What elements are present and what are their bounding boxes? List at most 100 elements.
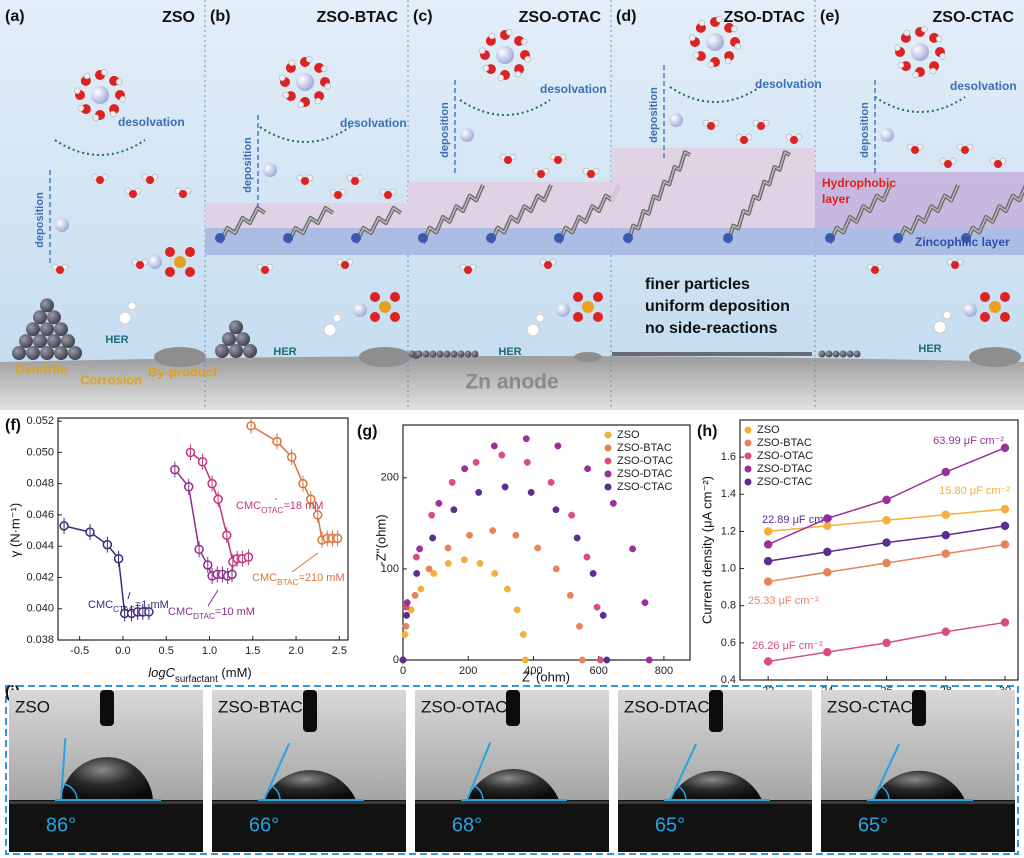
panel-title: ZSO [162,9,195,26]
data-point [554,442,562,450]
data-point [763,540,773,549]
data-point [444,559,452,567]
data-point [823,647,832,657]
text-sub: OTAC [261,506,283,515]
droplet [467,768,559,800]
desolvation-arrow [54,139,146,156]
needle [709,690,723,732]
y-axis-label: γ (N·m⁻¹) [7,503,22,558]
h2-bubble [526,323,540,337]
surfactant-chain-hl [897,184,959,244]
water-oxygen [740,136,748,144]
zn-ion [460,128,474,142]
water-hydrogen [698,19,706,27]
water-oxygen [464,266,472,274]
data-point [1000,504,1010,514]
water-hydrogen [935,35,943,43]
legend-label: ZSO-DTAC [617,468,672,480]
text-part: (mM) [218,665,252,680]
x-tick-label: 0 [400,665,406,677]
data-point [941,510,951,519]
substrate [821,800,1015,852]
zn-deposit [818,350,826,358]
y-tick-label: 0.4 [721,674,736,686]
data-point [472,458,480,466]
x-tick-label: 2.0 [288,645,303,657]
zn-deposit [33,334,47,349]
legend-label: ZSO-BTAC [617,442,672,454]
plot-frame [57,417,349,641]
substrate-edge [212,801,406,804]
data-point [584,465,592,473]
deposition-label: deposition [439,102,451,158]
data-point [578,656,586,664]
water-oxygen [911,146,919,154]
her-label: HER [105,334,128,346]
water-hydrogen [297,101,305,108]
data-point [1000,540,1010,549]
desolvation-arrow [259,126,351,143]
text-sub: surfactant [175,674,218,685]
surfactant-chain-hl [965,187,1024,244]
data-point [593,603,601,611]
data-point [512,531,520,539]
deposition-label: deposition [648,87,660,143]
data-point [1000,521,1010,531]
y-tick-label: 1.4 [721,488,736,500]
droplet [264,770,356,800]
water-hydrogen [894,44,901,52]
water-hydrogen [83,72,91,80]
h2-bubble [127,301,137,311]
surfactant-head [418,233,428,243]
x-axis-label: Z' (ohm) [522,669,570,684]
data-point [552,506,560,514]
water-hydrogen [692,51,700,59]
desolvation-label: desolvation [755,77,822,91]
panel-note: no side-reactions [645,320,778,337]
plot-frame [402,424,691,661]
surfactant-chain-hl [627,151,691,244]
panel-label: (a) [5,8,25,25]
h2-bubble [535,313,545,323]
zn-deposit [832,350,840,358]
legend-label: ZSO-DTAC [757,463,812,475]
data-point [941,530,951,540]
tangent [872,743,901,801]
panel-label: (e) [820,8,840,25]
sample-label: ZSO-BTAC [218,697,303,716]
substrate [618,800,812,852]
panel-label: (h) [697,423,717,440]
water-hydrogen [730,25,738,33]
zn-ion [353,303,367,317]
her-label: HER [918,343,941,355]
panel-title: ZSO-BTAC [317,9,399,26]
panel-title: ZSO-OTAC [519,9,602,26]
text-sub: CTAC [113,605,135,614]
panel-note: By-product [148,364,218,379]
data-point [519,631,527,638]
surfactant-head [351,233,361,243]
data-point [941,467,951,477]
data-point [568,511,576,519]
y-tick-label: 100 [381,563,399,575]
water-oxygen [871,266,879,274]
sulfate-oxygen [1000,292,1010,302]
water-oxygen [136,261,144,269]
data-point [416,545,424,553]
zn-deposit [839,350,847,358]
zincophilic-band [815,228,1024,255]
legend-marker [744,439,752,447]
water-oxygen [537,170,545,178]
sample-label: ZSO [15,697,50,716]
zn-film [612,352,812,356]
zn-deposit [54,346,68,360]
x-tick-label: -0.5 [70,645,89,657]
desolvation-arrow [669,86,761,103]
data-point [429,534,437,542]
x-tick-label: 1.5 [245,645,260,657]
sulfate-oxygen [980,292,990,302]
water-oxygen [504,156,512,164]
sulfate-oxygen [390,292,400,302]
zn-deposit [443,350,451,358]
